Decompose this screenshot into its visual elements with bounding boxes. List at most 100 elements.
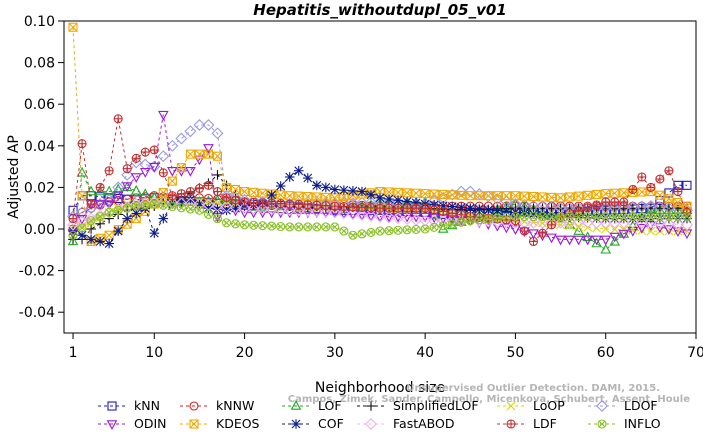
data-point-fastabod: [337, 207, 350, 220]
data-point-inflo: [185, 204, 195, 214]
data-point-fastabod: [608, 216, 621, 229]
data-point-ldf: [249, 197, 259, 207]
data-point-knn: [104, 193, 114, 203]
data-point-odin: [582, 235, 593, 246]
data-point-odin: [663, 225, 675, 235]
legend-label: KDEOS: [216, 416, 260, 431]
data-point-inflo: [474, 215, 484, 225]
data-point-odin: [139, 168, 151, 178]
x-axis-label: Neighborhood size: [315, 380, 445, 396]
data-point-inflo: [664, 211, 674, 222]
data-point-ldf: [312, 200, 322, 210]
data-point-odin: [618, 229, 630, 240]
y-tick-label: -0.02: [19, 264, 55, 280]
data-point-inflo: [528, 211, 539, 222]
data-point-kdeos: [510, 191, 520, 201]
data-point-odin: [600, 235, 612, 246]
data-point-kdeos: [230, 184, 241, 195]
legend-marker: [189, 401, 199, 411]
x-tick-label: 40: [416, 345, 434, 361]
data-point-lof: [609, 235, 621, 246]
data-point-inflo: [95, 211, 105, 222]
data-point-kdeos: [221, 182, 232, 192]
data-point-ldf: [276, 199, 286, 209]
legend-item-knnw: kNNW: [180, 398, 254, 413]
data-point-simplifiedlof: [104, 213, 114, 224]
data-point-odin: [510, 225, 521, 235]
data-point-fastabod: [238, 202, 251, 215]
data-point-ldf: [619, 197, 629, 207]
data-point-loop: [556, 220, 565, 230]
legend-label: ODIN: [134, 416, 167, 431]
data-point-kdeos: [492, 191, 502, 201]
chart-title: Hepatitis_withoutdupl_05_v01: [253, 1, 506, 19]
data-point-inflo: [610, 211, 620, 222]
data-point-kdeos: [420, 189, 430, 199]
legend-marker: [366, 401, 376, 411]
data-point-kdeos: [303, 192, 313, 202]
data-point-fastabod: [166, 196, 179, 209]
data-point-inflo: [330, 222, 340, 232]
data-point-ldof: [76, 206, 89, 219]
data-point-ldf: [546, 220, 557, 230]
data-point-fastabod: [229, 201, 242, 214]
data-point-ldf: [592, 200, 602, 210]
data-point-cof: [348, 186, 358, 196]
data-point-ldf: [411, 203, 421, 213]
data-point-ldof: [635, 200, 648, 213]
data-point-inflo: [456, 217, 466, 227]
data-point-odin: [112, 191, 124, 201]
legend-label: kNNW: [216, 398, 254, 413]
data-point-inflo: [429, 222, 439, 232]
data-point-loop: [610, 225, 620, 234]
data-point-fastabod: [590, 216, 603, 229]
data-point-kdeos: [176, 163, 186, 173]
data-point-odin: [130, 173, 142, 183]
data-point-kdeos: [411, 188, 421, 198]
data-point-fastabod: [401, 213, 414, 225]
data-point-simplifiedlof: [212, 170, 223, 180]
data-point-fastabod: [383, 211, 396, 224]
data-point-kdeos: [104, 230, 114, 240]
data-point-loop: [601, 224, 611, 234]
data-point-inflo: [546, 211, 557, 222]
data-point-ldf: [456, 210, 466, 220]
data-point-fastabod: [67, 218, 80, 231]
data-point-inflo: [348, 230, 358, 240]
data-point-inflo: [637, 211, 647, 222]
data-point-inflo: [592, 211, 602, 222]
data-point-inflo: [510, 211, 520, 222]
data-point-fastabod: [374, 210, 386, 223]
data-point-inflo: [619, 211, 629, 222]
data-point-fastabod: [644, 216, 657, 229]
y-axis-label: Adjusted AP: [6, 135, 22, 219]
data-point-kdeos: [240, 187, 250, 197]
data-point-fastabod: [148, 195, 161, 208]
data-point-kdeos: [664, 194, 674, 204]
data-point-inflo: [655, 211, 665, 222]
data-point-inflo: [276, 221, 286, 232]
data-point-odin: [121, 182, 133, 192]
data-point-ldof: [202, 119, 215, 131]
data-point-inflo: [240, 220, 250, 230]
data-point-odin: [203, 144, 214, 154]
data-point-kdeos: [537, 192, 548, 202]
data-point-odin: [555, 235, 566, 246]
data-point-kdeos: [402, 188, 412, 198]
data-point-cof: [375, 193, 385, 203]
y-tick-label: 0.00: [24, 222, 55, 238]
data-point-inflo: [131, 201, 141, 211]
data-point-inflo: [420, 224, 430, 234]
data-point-kdeos: [556, 193, 566, 203]
data-point-ldof: [662, 202, 675, 215]
data-point-inflo: [501, 212, 511, 222]
data-point-fastabod: [220, 200, 233, 213]
data-point-odin: [365, 211, 377, 222]
data-point-inflo: [203, 209, 214, 219]
data-point-ldf: [339, 201, 349, 212]
data-point-odin: [185, 167, 196, 177]
data-point-cof: [302, 173, 313, 183]
data-point-ldf: [610, 197, 620, 207]
data-point-odin: [528, 229, 539, 240]
data-point-inflo: [673, 211, 683, 222]
